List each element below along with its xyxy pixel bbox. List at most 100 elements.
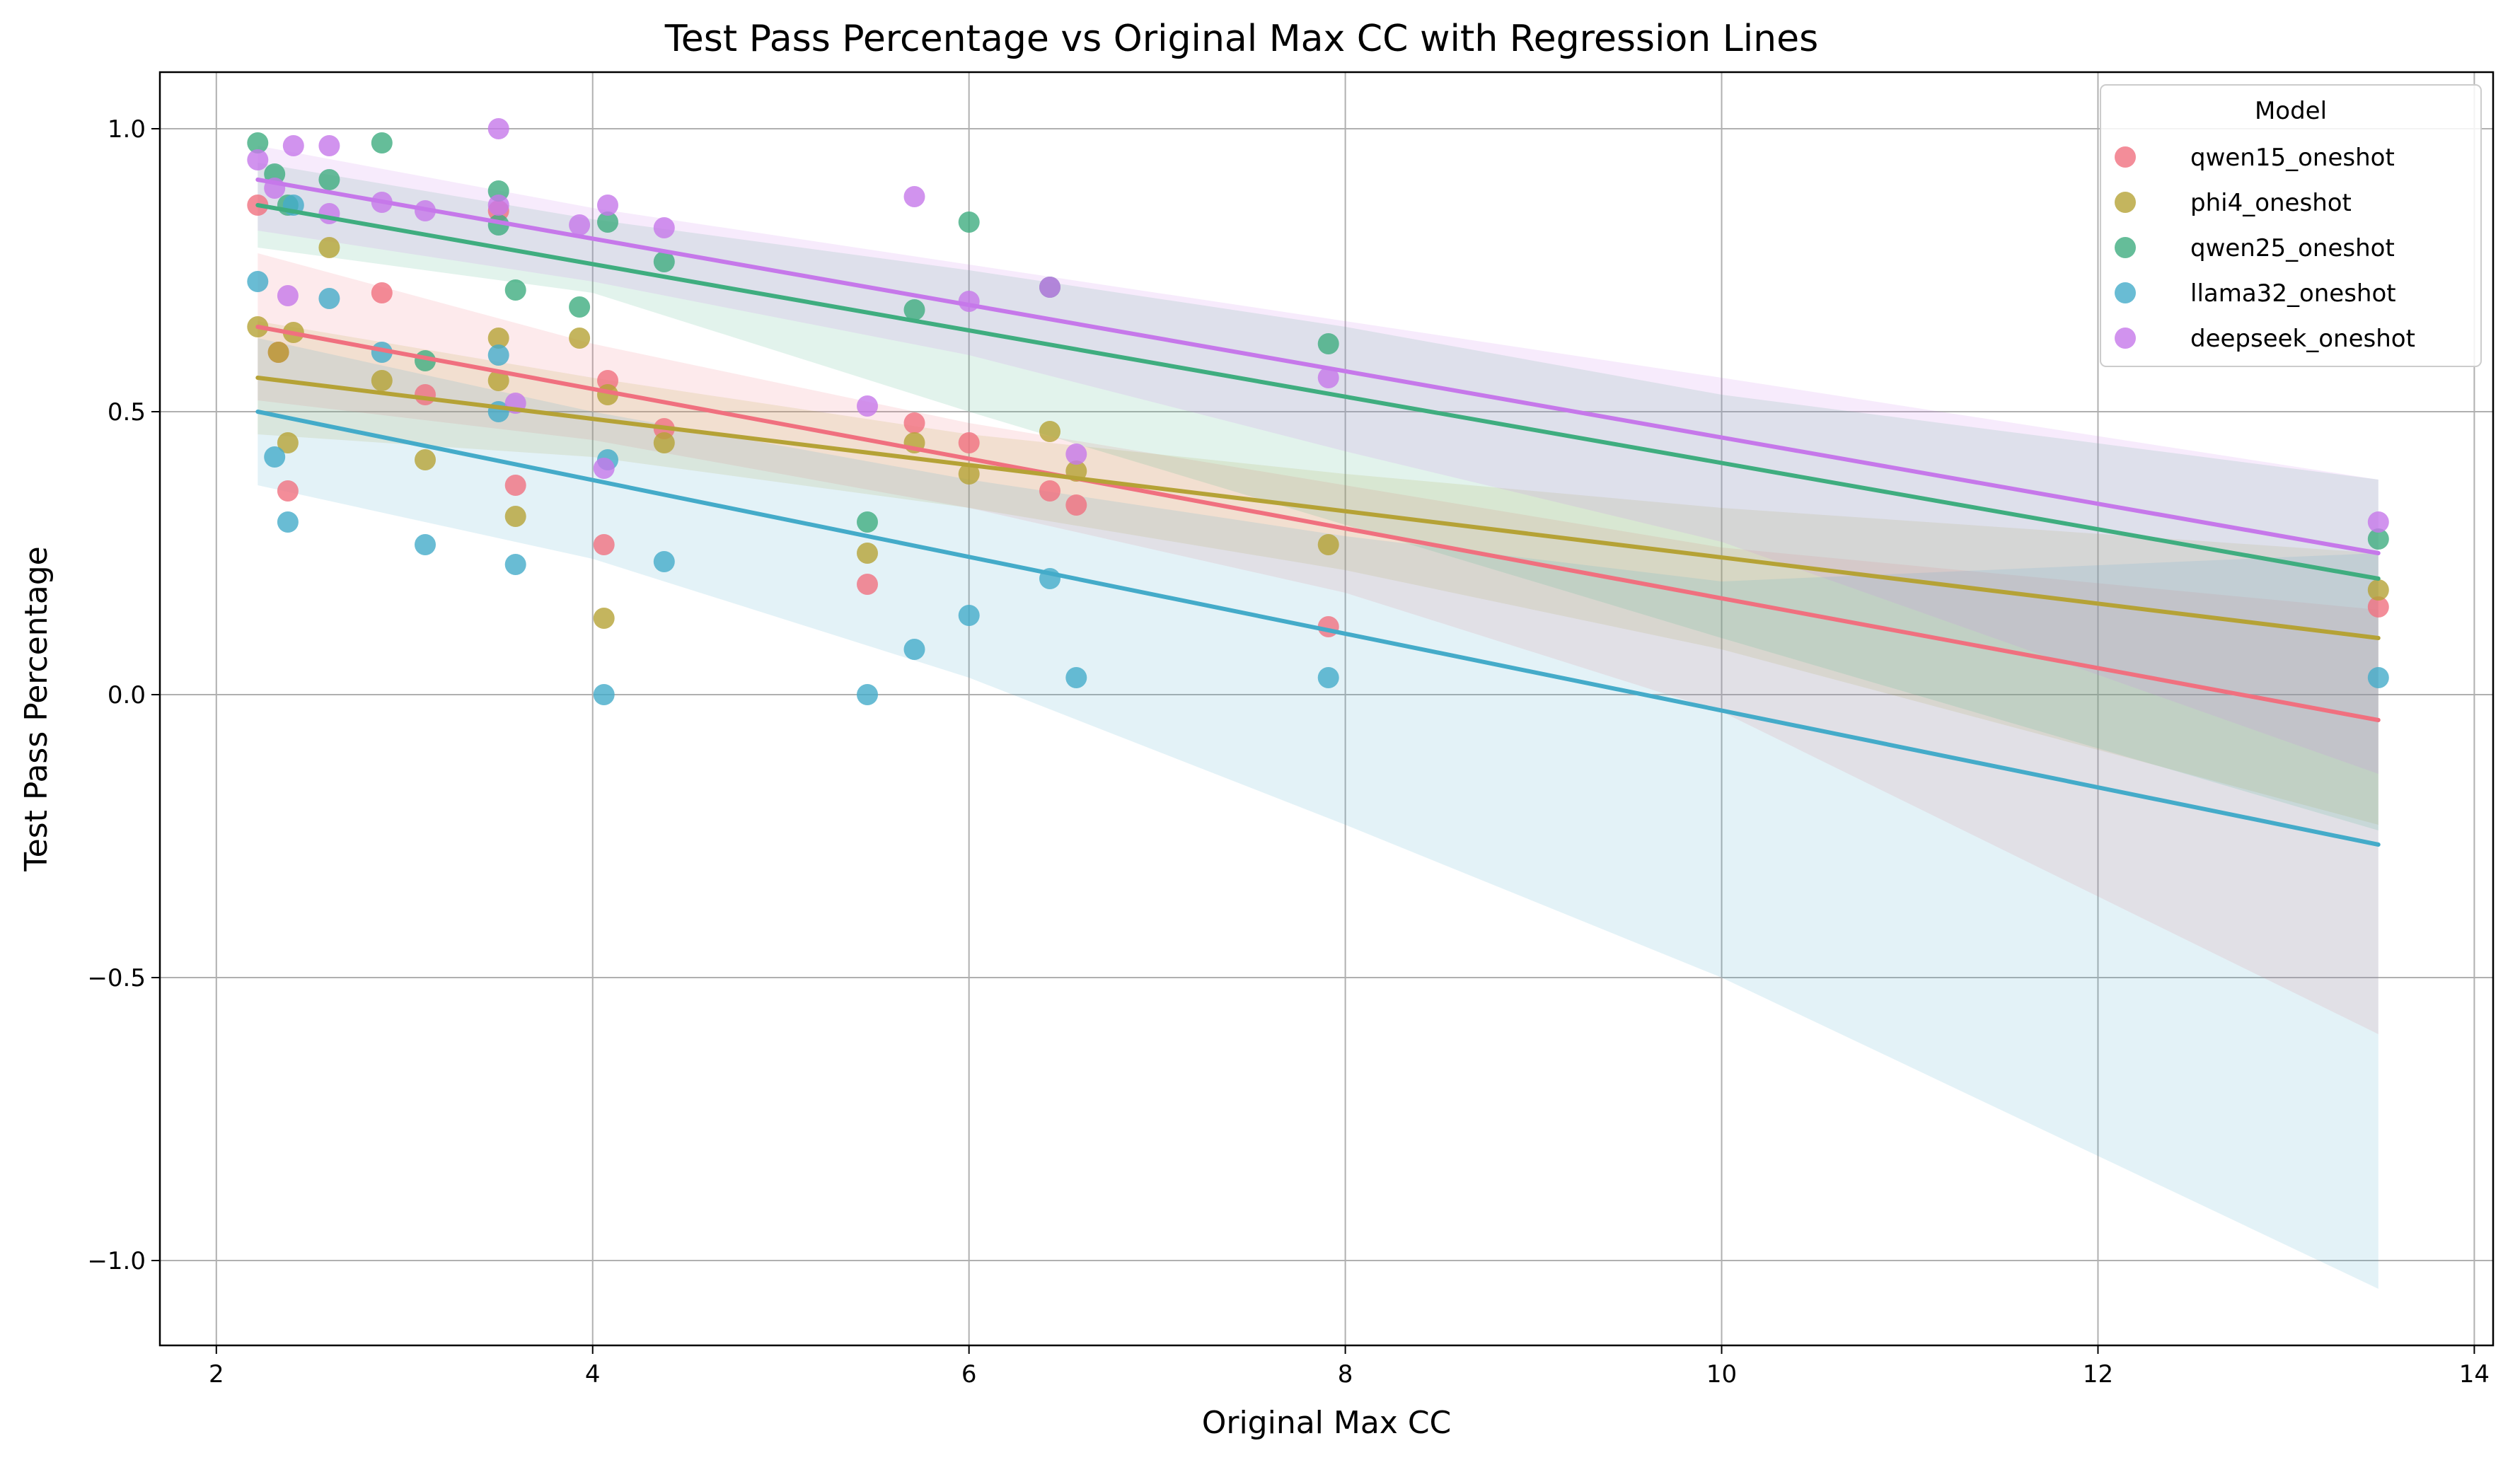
data-point-llama32_oneshot bbox=[247, 271, 269, 292]
x-tick-label: 10 bbox=[1706, 1360, 1737, 1389]
scatter-points bbox=[247, 118, 2389, 705]
data-point-llama32_oneshot bbox=[504, 554, 526, 575]
x-tick-label: 4 bbox=[585, 1360, 601, 1389]
confidence-bands bbox=[258, 146, 2379, 1289]
legend-title: Model bbox=[2255, 97, 2327, 125]
data-point-deepseek_oneshot bbox=[958, 291, 980, 312]
data-point-llama32_oneshot bbox=[277, 511, 299, 533]
data-point-phi4_oneshot bbox=[653, 432, 675, 453]
confidence-band-qwen15_oneshot bbox=[258, 253, 2379, 1034]
regression-line-deepseek_oneshot bbox=[255, 178, 2381, 555]
grid bbox=[160, 72, 2493, 1345]
x-axis-ticks: 2 4 6 8 10 12 14 bbox=[209, 1345, 2490, 1389]
data-point-deepseek_oneshot bbox=[569, 214, 591, 236]
data-point-phi4_oneshot bbox=[487, 328, 509, 349]
data-point-deepseek_oneshot bbox=[1317, 367, 1339, 388]
data-point-phi4_oneshot bbox=[1039, 421, 1060, 442]
data-point-qwen25_oneshot bbox=[1317, 333, 1339, 354]
data-point-qwen15_oneshot bbox=[903, 412, 925, 434]
data-point-qwen25_oneshot bbox=[569, 296, 591, 318]
data-point-llama32_oneshot bbox=[653, 551, 675, 572]
legend-label-qwen25_oneshot: qwen25_oneshot bbox=[2190, 234, 2395, 262]
legend-marker-phi4_oneshot bbox=[2115, 192, 2136, 213]
x-tick-label: 8 bbox=[1338, 1360, 1353, 1389]
data-point-qwen15_oneshot bbox=[277, 480, 299, 502]
plot-frame bbox=[158, 71, 2495, 1347]
data-point-deepseek_oneshot bbox=[593, 458, 615, 479]
data-point-qwen15_oneshot bbox=[1039, 480, 1060, 502]
y-tick-label: 0.0 bbox=[108, 681, 146, 709]
y-axis-label: Test Pass Percentage bbox=[18, 546, 54, 872]
data-point-qwen25_oneshot bbox=[247, 132, 269, 153]
data-point-phi4_oneshot bbox=[2367, 579, 2389, 601]
x-tick-label: 12 bbox=[2083, 1360, 2113, 1389]
legend-label-llama32_oneshot: llama32_oneshot bbox=[2190, 279, 2396, 308]
data-point-llama32_oneshot bbox=[318, 288, 340, 309]
data-point-llama32_oneshot bbox=[2367, 667, 2389, 688]
x-tick-label: 2 bbox=[209, 1360, 224, 1389]
data-point-qwen25_oneshot bbox=[958, 212, 980, 233]
data-point-llama32_oneshot bbox=[857, 684, 878, 705]
regression-line-qwen25_oneshot bbox=[255, 203, 2381, 581]
data-point-qwen25_oneshot bbox=[2367, 528, 2389, 550]
chart-title: Test Pass Percentage vs Original Max CC … bbox=[664, 18, 1818, 60]
y-tick-label: 0.5 bbox=[108, 398, 146, 427]
regression-line-qwen15_oneshot bbox=[255, 325, 2381, 722]
data-point-llama32_oneshot bbox=[958, 605, 980, 626]
data-point-qwen25_oneshot bbox=[597, 212, 618, 233]
data-point-deepseek_oneshot bbox=[653, 217, 675, 238]
data-point-phi4_oneshot bbox=[1317, 534, 1339, 555]
data-point-deepseek_oneshot bbox=[282, 135, 304, 156]
data-point-deepseek_oneshot bbox=[1039, 277, 1060, 298]
data-point-phi4_oneshot bbox=[857, 543, 878, 564]
data-point-phi4_oneshot bbox=[569, 328, 591, 349]
data-point-deepseek_oneshot bbox=[318, 135, 340, 156]
data-point-qwen15_oneshot bbox=[504, 475, 526, 496]
data-point-qwen25_oneshot bbox=[504, 279, 526, 301]
legend-marker-llama32_oneshot bbox=[2115, 282, 2136, 303]
data-point-qwen15_oneshot bbox=[1065, 494, 1087, 516]
regression-lines bbox=[255, 178, 2381, 847]
data-point-qwen15_oneshot bbox=[857, 574, 878, 595]
data-point-llama32_oneshot bbox=[593, 684, 615, 705]
data-point-llama32_oneshot bbox=[1317, 667, 1339, 688]
y-tick-label: −0.5 bbox=[87, 964, 146, 992]
data-point-deepseek_oneshot bbox=[2367, 511, 2389, 533]
data-point-llama32_oneshot bbox=[487, 344, 509, 366]
data-point-llama32_oneshot bbox=[903, 639, 925, 660]
regression-line-phi4_oneshot bbox=[255, 376, 2381, 640]
legend-box bbox=[2100, 84, 2482, 367]
data-point-deepseek_oneshot bbox=[487, 195, 509, 216]
legend-items: qwen15_oneshot phi4_oneshot qwen25_oneshot… bbox=[2115, 144, 2415, 353]
data-point-phi4_oneshot bbox=[318, 237, 340, 258]
data-point-phi4_oneshot bbox=[487, 370, 509, 391]
y-tick-label: −1.0 bbox=[87, 1247, 146, 1275]
legend-label-deepseek_oneshot: deepseek_oneshot bbox=[2190, 325, 2415, 353]
y-axis-ticks: −1.0 −0.5 0.0 0.5 1.0 bbox=[87, 115, 160, 1275]
data-point-qwen25_oneshot bbox=[371, 132, 393, 153]
legend-marker-qwen25_oneshot bbox=[2115, 237, 2136, 258]
data-point-deepseek_oneshot bbox=[487, 118, 509, 139]
data-point-deepseek_oneshot bbox=[597, 195, 618, 216]
data-point-deepseek_oneshot bbox=[1065, 444, 1087, 465]
data-point-qwen15_oneshot bbox=[415, 384, 436, 405]
data-point-deepseek_oneshot bbox=[277, 285, 299, 306]
data-point-phi4_oneshot bbox=[267, 342, 289, 363]
data-point-qwen25_oneshot bbox=[653, 251, 675, 272]
legend-marker-qwen15_oneshot bbox=[2115, 146, 2136, 168]
data-point-qwen25_oneshot bbox=[903, 299, 925, 320]
data-point-deepseek_oneshot bbox=[857, 395, 878, 417]
data-point-deepseek_oneshot bbox=[903, 186, 925, 207]
data-point-phi4_oneshot bbox=[504, 506, 526, 527]
legend-label-phi4_oneshot: phi4_oneshot bbox=[2190, 189, 2352, 217]
data-point-llama32_oneshot bbox=[1065, 667, 1087, 688]
data-point-qwen25_oneshot bbox=[318, 169, 340, 190]
data-point-llama32_oneshot bbox=[415, 534, 436, 555]
data-point-qwen15_oneshot bbox=[958, 432, 980, 453]
x-tick-label: 6 bbox=[961, 1360, 977, 1389]
data-point-phi4_oneshot bbox=[958, 463, 980, 485]
data-point-phi4_oneshot bbox=[415, 449, 436, 470]
data-point-qwen15_oneshot bbox=[593, 534, 615, 555]
data-point-llama32_oneshot bbox=[264, 446, 286, 468]
